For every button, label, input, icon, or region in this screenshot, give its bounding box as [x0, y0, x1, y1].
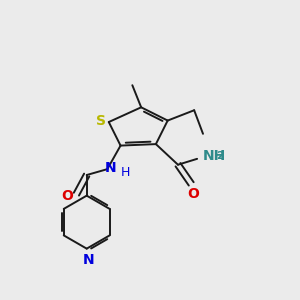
- Text: N: N: [104, 161, 116, 175]
- Text: 2: 2: [216, 152, 224, 161]
- Text: N: N: [82, 253, 94, 267]
- Text: O: O: [187, 187, 199, 201]
- Text: S: S: [96, 114, 106, 128]
- Text: H: H: [121, 166, 130, 179]
- Text: O: O: [61, 189, 74, 202]
- Text: NH: NH: [202, 149, 226, 164]
